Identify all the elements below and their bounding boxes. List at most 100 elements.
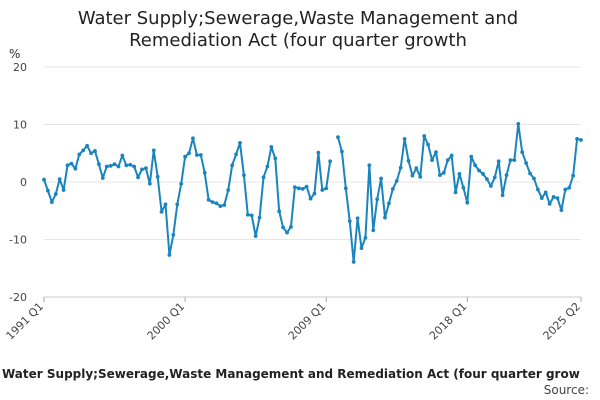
data-point[interactable] bbox=[508, 158, 513, 163]
data-point[interactable] bbox=[214, 201, 219, 206]
data-point[interactable] bbox=[347, 219, 352, 224]
data-point[interactable] bbox=[579, 138, 583, 142]
data-point[interactable] bbox=[410, 173, 415, 178]
data-point[interactable] bbox=[383, 215, 387, 220]
data-point[interactable] bbox=[257, 215, 262, 220]
data-point[interactable] bbox=[543, 190, 548, 195]
data-point[interactable] bbox=[371, 228, 376, 233]
data-point[interactable] bbox=[238, 141, 242, 145]
data-point[interactable] bbox=[418, 174, 423, 179]
data-point[interactable] bbox=[300, 187, 305, 191]
data-point[interactable] bbox=[379, 176, 383, 181]
data-point[interactable] bbox=[500, 193, 505, 198]
data-point[interactable] bbox=[155, 174, 160, 179]
data-point[interactable] bbox=[441, 170, 446, 175]
data-point[interactable] bbox=[42, 177, 46, 182]
data-point[interactable] bbox=[163, 202, 168, 207]
data-point[interactable] bbox=[355, 216, 360, 221]
data-point[interactable] bbox=[120, 153, 125, 158]
data-point[interactable] bbox=[414, 166, 419, 171]
data-point[interactable] bbox=[49, 200, 54, 205]
data-point[interactable] bbox=[202, 170, 207, 175]
data-point[interactable] bbox=[96, 162, 101, 167]
data-point[interactable] bbox=[144, 166, 148, 171]
data-point[interactable] bbox=[46, 188, 50, 193]
data-point[interactable] bbox=[198, 153, 203, 157]
data-point[interactable] bbox=[128, 162, 133, 167]
data-point[interactable] bbox=[524, 161, 529, 165]
data-point[interactable] bbox=[73, 166, 78, 171]
data-point[interactable] bbox=[57, 177, 62, 182]
data-point[interactable] bbox=[277, 209, 282, 214]
data-point[interactable] bbox=[551, 195, 556, 199]
data-point[interactable] bbox=[394, 178, 399, 183]
data-point[interactable] bbox=[320, 188, 325, 192]
data-point[interactable] bbox=[539, 196, 544, 201]
data-point[interactable] bbox=[547, 201, 552, 206]
data-point[interactable] bbox=[132, 164, 137, 169]
data-point[interactable] bbox=[183, 154, 188, 159]
data-point[interactable] bbox=[367, 163, 372, 168]
data-point[interactable] bbox=[390, 187, 395, 191]
data-point[interactable] bbox=[492, 175, 497, 180]
data-point[interactable] bbox=[469, 154, 474, 159]
data-point[interactable] bbox=[437, 173, 442, 178]
data-point[interactable] bbox=[512, 158, 517, 163]
data-point[interactable] bbox=[296, 186, 301, 191]
data-point[interactable] bbox=[124, 163, 129, 168]
data-point[interactable] bbox=[61, 188, 66, 192]
data-point[interactable] bbox=[191, 136, 195, 141]
data-point[interactable] bbox=[457, 172, 462, 176]
data-point[interactable] bbox=[81, 148, 86, 153]
data-point[interactable] bbox=[445, 158, 450, 163]
data-point[interactable] bbox=[273, 156, 278, 161]
data-point[interactable] bbox=[336, 135, 340, 140]
data-point[interactable] bbox=[218, 204, 223, 209]
data-point[interactable] bbox=[563, 187, 568, 192]
data-point[interactable] bbox=[430, 158, 434, 163]
data-point[interactable] bbox=[304, 184, 309, 189]
data-point[interactable] bbox=[312, 191, 317, 196]
data-point[interactable] bbox=[461, 185, 466, 190]
data-point[interactable] bbox=[210, 200, 215, 205]
data-point[interactable] bbox=[292, 185, 297, 190]
data-point[interactable] bbox=[316, 150, 321, 155]
data-point[interactable] bbox=[402, 136, 407, 141]
data-point[interactable] bbox=[265, 164, 270, 169]
data-point[interactable] bbox=[398, 165, 403, 170]
data-point[interactable] bbox=[222, 203, 227, 207]
data-point[interactable] bbox=[136, 175, 140, 180]
data-point[interactable] bbox=[226, 188, 231, 192]
data-point[interactable] bbox=[285, 230, 289, 235]
data-point[interactable] bbox=[108, 164, 113, 168]
data-point[interactable] bbox=[206, 197, 211, 202]
data-point[interactable] bbox=[69, 161, 74, 166]
data-point[interactable] bbox=[422, 134, 427, 138]
data-point[interactable] bbox=[473, 163, 478, 168]
data-point[interactable] bbox=[528, 171, 532, 176]
data-point[interactable] bbox=[65, 163, 70, 168]
data-point[interactable] bbox=[426, 142, 431, 147]
data-point[interactable] bbox=[242, 173, 246, 178]
data-point[interactable] bbox=[187, 151, 191, 156]
data-point[interactable] bbox=[281, 225, 285, 230]
data-point[interactable] bbox=[328, 159, 333, 164]
data-point[interactable] bbox=[477, 168, 481, 173]
data-point[interactable] bbox=[116, 164, 121, 169]
data-point[interactable] bbox=[340, 149, 344, 154]
data-point[interactable] bbox=[406, 158, 411, 163]
data-point[interactable] bbox=[159, 210, 164, 214]
data-point[interactable] bbox=[555, 196, 560, 201]
data-point[interactable] bbox=[289, 224, 293, 229]
data-point[interactable] bbox=[77, 152, 82, 157]
data-point[interactable] bbox=[571, 173, 576, 178]
data-point[interactable] bbox=[104, 164, 109, 169]
data-point[interactable] bbox=[249, 213, 254, 218]
data-point[interactable] bbox=[245, 212, 250, 217]
data-point[interactable] bbox=[453, 190, 458, 195]
legend-label[interactable]: Water Supply;Sewerage,Waste Management a… bbox=[2, 367, 580, 381]
data-point[interactable] bbox=[496, 159, 501, 164]
data-point[interactable] bbox=[234, 152, 238, 157]
data-point[interactable] bbox=[504, 173, 509, 178]
data-point[interactable] bbox=[324, 186, 329, 191]
